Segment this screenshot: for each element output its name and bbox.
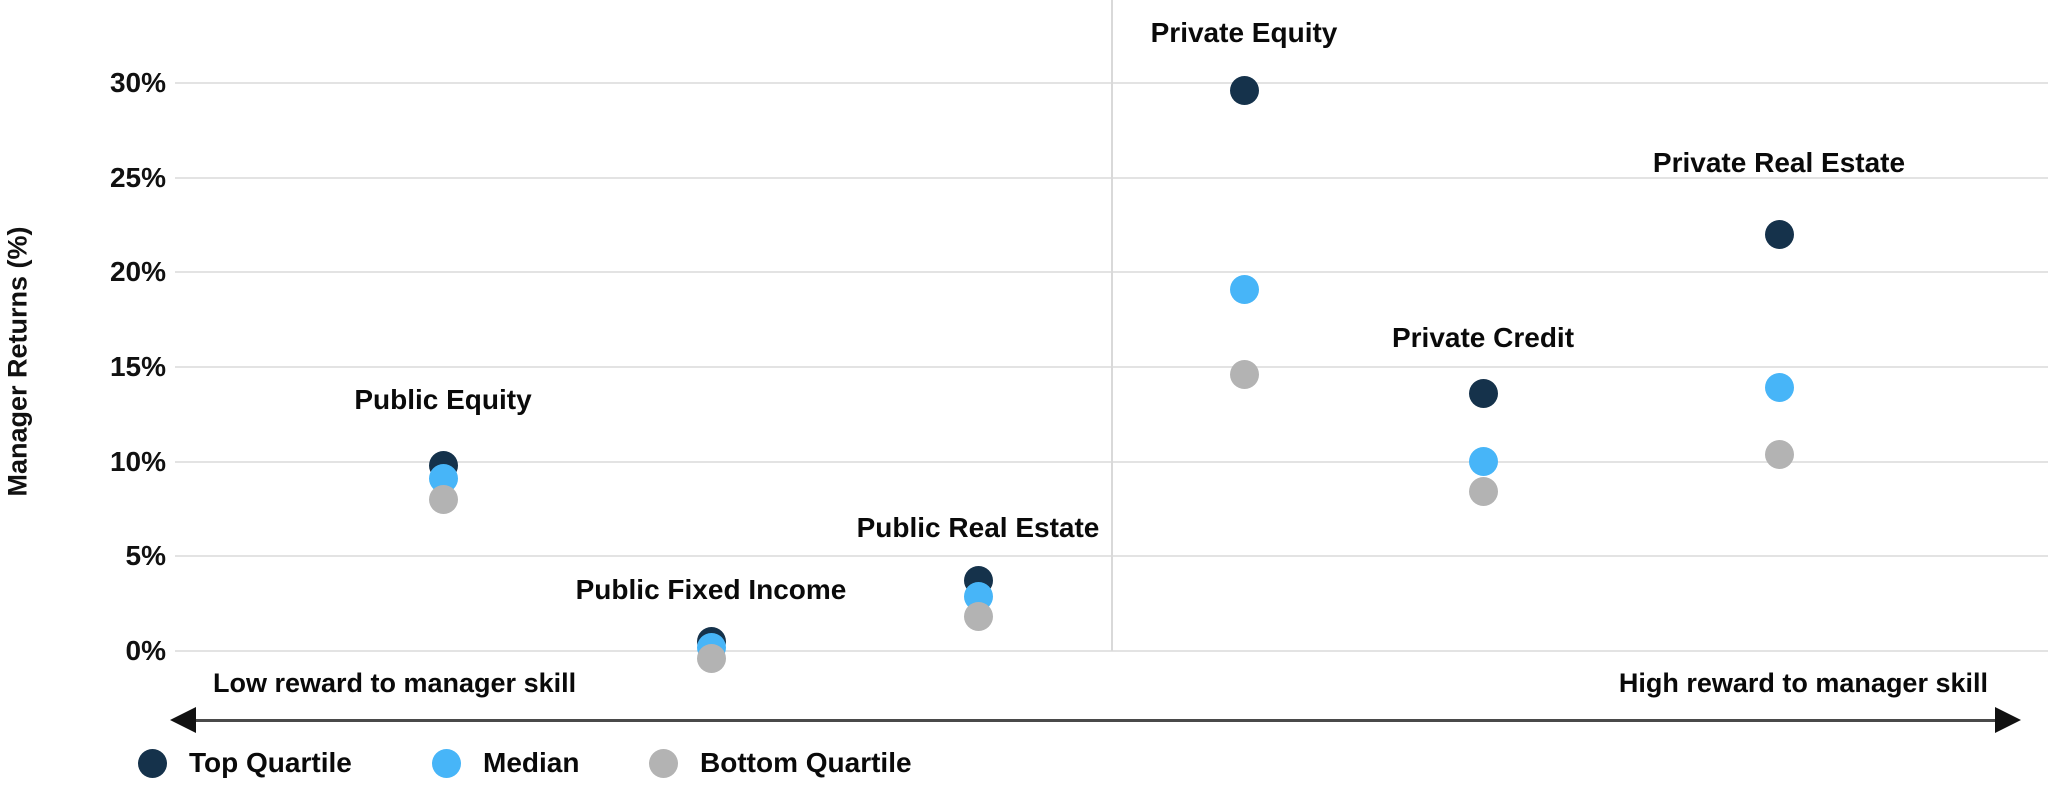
dot-median (1229, 274, 1259, 304)
legend-item: Median (432, 746, 579, 780)
y-tick-label: 30% (109, 67, 166, 99)
category-label: Public Fixed Income (575, 574, 847, 605)
dot-bottom-quartile (696, 644, 726, 674)
legend-dot-icon (649, 748, 678, 778)
y-tick-label: 5% (125, 540, 166, 572)
reward-axis-line (192, 719, 1998, 722)
y-tick-label: 20% (109, 256, 166, 288)
arrow-left-icon (170, 707, 196, 733)
dot-bottom-quartile (963, 602, 993, 632)
dot-bottom-quartile (428, 485, 458, 515)
dot-median (1468, 447, 1498, 477)
legend-label: Top Quartile (189, 747, 352, 778)
gridline (175, 650, 2048, 652)
public-private-divider (1111, 0, 1113, 651)
dot-bottom-quartile (1229, 360, 1259, 390)
category-label: Private Equity (1150, 17, 1338, 48)
y-tick-label: 10% (109, 445, 166, 477)
dot-median (1764, 373, 1794, 403)
dot-bottom-quartile (1764, 439, 1794, 469)
category-label: Public Equity (354, 384, 532, 415)
legend-item: Top Quartile (138, 746, 352, 780)
category-label: Public Real Estate (856, 512, 1100, 543)
dot-top-quartile (1764, 220, 1794, 250)
category-label: Private Real Estate (1652, 147, 1906, 178)
low-reward-label: Low reward to manager skill (213, 668, 577, 698)
legend-item: Bottom Quartile (649, 746, 912, 780)
category-label: Private Credit (1391, 322, 1575, 353)
arrow-right-icon (1995, 707, 2021, 733)
y-axis-title: Manager Returns (%) (2, 226, 33, 497)
dot-top-quartile (1229, 76, 1259, 106)
legend-label: Bottom Quartile (700, 747, 912, 778)
legend-dot-icon (432, 748, 461, 778)
y-tick-label: 0% (125, 635, 166, 666)
legend-label: Median (483, 747, 580, 778)
dot-top-quartile (1468, 379, 1498, 409)
high-reward-label: High reward to manager skill (1618, 668, 1988, 698)
y-tick-label: 15% (109, 351, 166, 383)
legend-dot-icon (138, 748, 167, 778)
y-tick-label: 25% (109, 161, 166, 193)
dot-bottom-quartile (1468, 477, 1498, 507)
